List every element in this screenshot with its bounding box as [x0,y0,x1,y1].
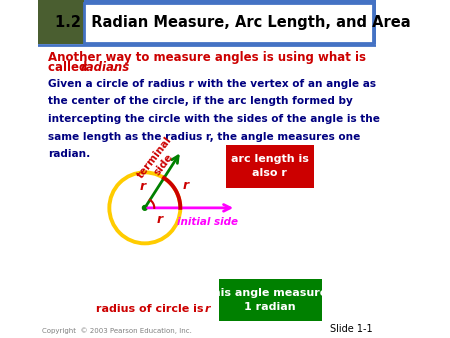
Text: terminal
side: terminal side [135,134,183,187]
Text: radius of circle is: radius of circle is [96,304,207,314]
Text: r: r [140,179,146,193]
Text: r: r [182,179,189,192]
Text: Copyright  © 2003 Pearson Education, Inc.: Copyright © 2003 Pearson Education, Inc. [42,327,192,334]
FancyBboxPatch shape [38,0,376,44]
Text: .: . [112,61,117,74]
Text: r: r [205,304,210,314]
Text: radian.: radian. [49,149,91,159]
Text: same length as the radius r, the angle measures one: same length as the radius r, the angle m… [49,131,361,142]
Text: arc length is
also r: arc length is also r [231,154,309,178]
Text: 1.2  Radian Measure, Arc Length, and Area: 1.2 Radian Measure, Arc Length, and Area [55,16,410,30]
Text: Given a circle of radius r with the vertex of an angle as: Given a circle of radius r with the vert… [49,79,377,89]
Text: called: called [49,61,92,74]
Text: intercepting the circle with the sides of the angle is the: intercepting the circle with the sides o… [49,114,381,124]
Text: the center of the circle, if the arc length formed by: the center of the circle, if the arc len… [49,96,353,106]
Text: r: r [157,213,163,226]
Text: Slide 1-1: Slide 1-1 [330,324,373,334]
Text: Another way to measure angles is using what is: Another way to measure angles is using w… [49,51,366,64]
Circle shape [143,206,147,210]
FancyBboxPatch shape [38,0,84,44]
Text: radians: radians [81,61,130,74]
FancyBboxPatch shape [219,279,322,321]
FancyBboxPatch shape [84,3,373,43]
FancyBboxPatch shape [226,145,314,188]
Text: This angle measures
1 radian: This angle measures 1 radian [206,288,334,312]
Text: initial side: initial side [177,217,238,227]
